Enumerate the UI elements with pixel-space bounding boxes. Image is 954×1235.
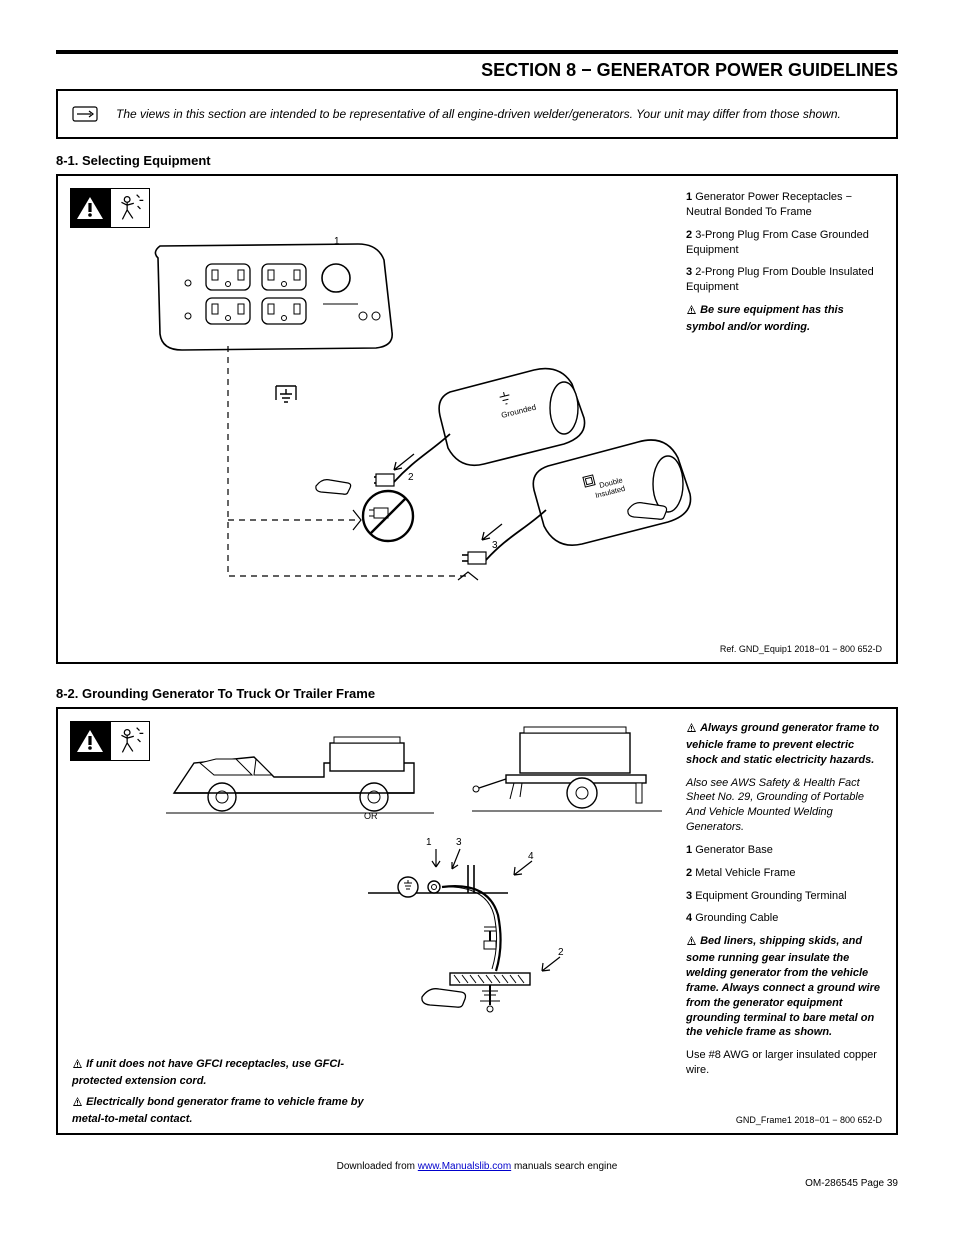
callout-column-2: Always ground generator frame to vehicle…: [686, 721, 882, 1086]
callout-3: 3 2-Prong Plug From Double Insulated Equ…: [686, 265, 882, 295]
note-text: The views in this section are intended t…: [116, 106, 841, 122]
receptacle-panel-illustration: [148, 238, 398, 356]
callout-1: 1 Generator Power Receptacles − Neutral …: [686, 190, 882, 220]
callout-warn: Be sure equipment has this symbol and/or…: [686, 303, 882, 335]
warning-block: [70, 188, 150, 228]
pointing-hand-detail-icon: [420, 979, 468, 1011]
page-number: OM-286545 Page 39: [56, 1178, 898, 1189]
small-warn-4-icon: [72, 1096, 83, 1112]
panel-selecting-equipment: 1 Grounded 2 Double Insulated 3: [56, 174, 898, 664]
grounding-detail-illustration: [358, 845, 598, 1025]
ref-2: GND_Frame1 2018−01 − 800 652-D: [736, 1115, 882, 1125]
ref-1: Ref. GND_Equip1 2018−01 − 800 652-D: [720, 644, 882, 654]
small-warn-1-icon: [686, 722, 697, 738]
small-warn-3-icon: [72, 1058, 83, 1074]
callout-2-2: 2 Metal Vehicle Frame: [686, 866, 882, 881]
arrow-1b: [428, 847, 446, 873]
warn-top-b: Also see AWS Safety & Health Fact Sheet …: [686, 776, 882, 835]
arrow-4b: [510, 859, 536, 881]
warn-top-a: Always ground generator frame to vehicle…: [686, 721, 882, 768]
callout-column-1: 1 Generator Power Receptacles − Neutral …: [686, 190, 882, 343]
subsection-8-1: 8-1. Selecting Equipment: [56, 153, 898, 168]
trailer-illustration: [472, 723, 672, 833]
arrow-3: [476, 522, 506, 544]
pointing-hand-icon: [72, 103, 98, 125]
callout-2-1: 1 Generator Base: [686, 843, 882, 858]
arrow-2b: [538, 955, 564, 977]
warning-triangle-icon: [70, 188, 110, 228]
bottom-line: Use #8 AWG or larger insulated copper wi…: [686, 1048, 882, 1078]
shock-person-icon-2: [110, 721, 150, 761]
small-warn-triangle-icon: [686, 304, 697, 320]
manualslib-link[interactable]: www.Manualslib.com: [418, 1161, 511, 1172]
truck-illustration: [164, 723, 444, 833]
arrow-2: [388, 452, 418, 474]
section-title: SECTION 8 − GENERATOR POWER GUIDELINES: [56, 60, 898, 81]
callout-number-1: 1: [334, 236, 340, 248]
small-warn-2-icon: [686, 935, 697, 951]
panel-grounding: OR 1 3 4 2: [56, 707, 898, 1135]
warning-triangle-icon-2: [70, 721, 110, 761]
top-rule: [56, 50, 898, 54]
shock-person-icon: [110, 188, 150, 228]
note-box: The views in this section are intended t…: [56, 89, 898, 139]
arrow-3b: [448, 847, 466, 873]
or-label: OR: [364, 811, 378, 822]
dashed-lines: [208, 346, 488, 606]
callout-2-4: 4 Grounding Cable: [686, 911, 882, 926]
footer: Downloaded from www.Manualslib.com manua…: [56, 1161, 898, 1172]
bottom-warnings: If unit does not have GFCI receptacles, …: [72, 1057, 372, 1126]
pointing-hand-small2-icon: [626, 494, 670, 524]
warning-block-2: [70, 721, 150, 761]
subsection-8-2: 8-2. Grounding Generator To Truck Or Tra…: [56, 686, 898, 701]
callout-2: 2 3-Prong Plug From Case Grounded Equipm…: [686, 228, 882, 258]
warn-mid: Bed liners, shipping skids, and some run…: [686, 934, 882, 1040]
callout-2-3: 3 Equipment Grounding Terminal: [686, 889, 882, 904]
